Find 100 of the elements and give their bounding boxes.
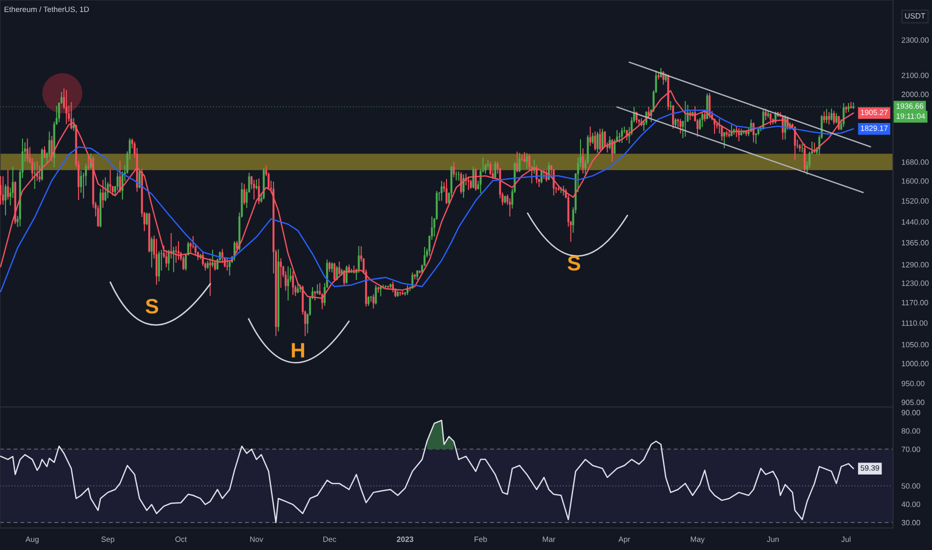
candlestick (178, 240, 180, 260)
candlestick (601, 128, 604, 150)
candlestick (446, 178, 448, 205)
candlestick (70, 102, 72, 130)
candlestick (316, 284, 318, 295)
candlestick (104, 176, 106, 202)
candlestick (65, 89, 68, 125)
candlestick (474, 168, 477, 192)
candlestick (526, 152, 528, 170)
candlestick (280, 258, 282, 288)
candlestick (604, 130, 606, 148)
candlestick (346, 264, 348, 284)
candlestick (258, 178, 260, 205)
annotation: S (568, 256, 580, 271)
candlestick (489, 161, 492, 176)
candlestick (608, 136, 611, 150)
candlestick (374, 284, 377, 305)
candlestick (97, 204, 100, 228)
candlestick (582, 148, 584, 174)
candlestick (589, 126, 592, 147)
candlestick (182, 255, 184, 270)
candlestick (752, 122, 754, 143)
candlestick (146, 212, 148, 226)
candlestick (26, 138, 28, 162)
candlestick (212, 249, 214, 268)
candlestick (38, 164, 41, 183)
candlestick (770, 112, 772, 126)
candlestick (804, 143, 806, 172)
candlestick (648, 106, 650, 119)
candlestick (116, 172, 119, 192)
candlestick (452, 161, 455, 178)
candlestick (516, 151, 518, 173)
candlestick (718, 118, 720, 134)
candlestick (599, 128, 601, 152)
candlestick (848, 102, 850, 113)
candlestick (508, 198, 511, 217)
candlestick (50, 136, 53, 162)
candlestick (416, 270, 418, 280)
candlestick (832, 110, 835, 125)
candlestick (87, 156, 90, 171)
candlestick (2, 176, 4, 206)
candlestick (462, 174, 465, 198)
candlestick (748, 126, 750, 137)
candlestick (119, 160, 121, 193)
candlestick (156, 238, 158, 286)
candlestick (460, 172, 462, 194)
candlestick (764, 108, 767, 121)
candlestick (392, 281, 394, 293)
candlestick (533, 159, 536, 174)
candlestick (202, 251, 204, 267)
candlestick (214, 260, 216, 272)
candlestick (701, 111, 704, 128)
candlestick (44, 146, 46, 159)
candlestick (72, 118, 75, 132)
candlestick (106, 182, 109, 199)
candlestick (338, 261, 340, 276)
candlestick (524, 152, 526, 162)
candlestick (236, 240, 238, 254)
candlestick (372, 294, 374, 309)
candlestick (150, 236, 153, 268)
candlestick (592, 132, 594, 144)
candlestick (620, 127, 623, 144)
candlestick (343, 270, 346, 287)
candlestick (221, 248, 224, 264)
candlestick (168, 249, 170, 272)
candlestick (458, 170, 460, 182)
annotation: H (292, 343, 304, 358)
candlestick (467, 176, 470, 190)
annotation: S (146, 298, 158, 314)
candlestick (614, 138, 616, 154)
candlestick (679, 118, 682, 134)
candlestick (823, 111, 826, 124)
candlestick (826, 108, 828, 124)
candlestick (368, 296, 370, 306)
candlestick (828, 112, 830, 125)
candlestick (165, 250, 168, 268)
candlestick (102, 179, 104, 208)
candlestick (838, 116, 840, 131)
candlestick (331, 262, 333, 273)
candlestick (842, 102, 845, 128)
candlestick (243, 183, 246, 206)
candlestick (226, 258, 228, 272)
candlestick (287, 266, 290, 301)
candlestick (782, 115, 784, 140)
candlestick (762, 108, 764, 130)
candlestick (0, 176, 2, 206)
candlestick (672, 104, 674, 130)
candlestick (594, 131, 596, 152)
candlestick (518, 152, 521, 173)
candlestick (596, 131, 599, 154)
candlestick (34, 161, 36, 190)
candlestick (611, 138, 614, 162)
candlestick (253, 179, 255, 200)
candlestick (292, 270, 294, 296)
candlestick (472, 166, 474, 189)
candlestick (228, 260, 231, 276)
candlestick (158, 250, 160, 282)
candlestick (723, 131, 726, 149)
candlestick (830, 108, 832, 122)
candlestick (813, 142, 816, 154)
